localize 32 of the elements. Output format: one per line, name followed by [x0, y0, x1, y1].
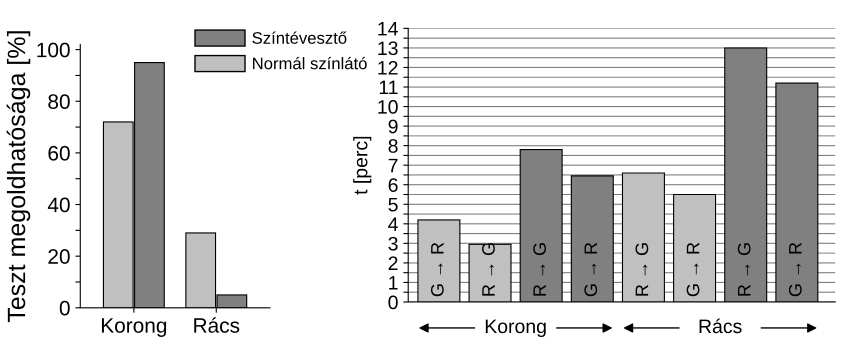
y-tick-label: 80	[48, 94, 70, 110]
x-tick-label: R → G	[636, 243, 648, 296]
legend-label: Normál színlátó	[253, 56, 367, 70]
legend-label: Színtévesztő	[252, 31, 346, 44]
y-tick-label: 60	[48, 146, 70, 161]
y-tick-label: 0	[60, 300, 70, 316]
y-tick-label: 8	[388, 139, 398, 153]
y-tick-label: 10	[378, 100, 398, 114]
x-tick-label: G → R	[584, 242, 598, 296]
x-tick-label: G → R	[788, 242, 802, 296]
x-tick-label: G → R	[430, 242, 444, 296]
y-tick-label: 11	[380, 80, 398, 94]
y-tick-label: 5	[388, 198, 398, 212]
y-axis-title: t [perc]	[353, 136, 372, 195]
y-axis-title: Teszt megoldhatósága [%]	[6, 31, 30, 322]
y-tick-label: 4	[388, 217, 398, 231]
x-tick-label: G → R	[686, 242, 700, 296]
y-tick-label: 14	[378, 22, 398, 36]
y-tick-label: 6	[388, 178, 398, 192]
y-tick-label: 3	[388, 236, 398, 251]
y-tick-label: 0	[388, 295, 398, 310]
y-tick-label: 100	[37, 42, 70, 58]
y-tick-label: 1	[389, 276, 398, 290]
x-tick-label: R → G	[533, 243, 546, 296]
y-tick-label: 40	[48, 198, 70, 212]
y-tick-label: 12	[378, 60, 398, 75]
y-tick-label: 9	[388, 120, 398, 134]
y-tick-label: 13	[378, 41, 398, 56]
y-tick-label: 7	[388, 158, 398, 172]
y-tick-label: 2	[388, 256, 398, 270]
x-tick-label: R → G	[738, 243, 751, 296]
y-tick-label: 20	[48, 249, 70, 264]
